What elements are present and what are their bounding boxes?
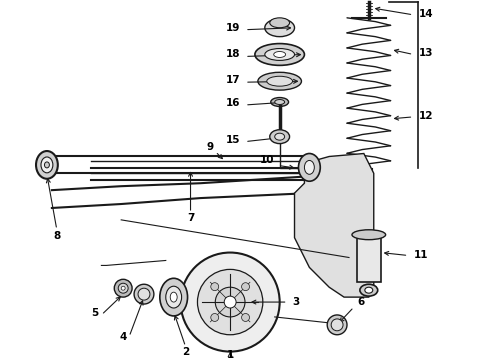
- Ellipse shape: [160, 278, 188, 316]
- Text: 3: 3: [293, 297, 300, 307]
- Ellipse shape: [138, 288, 150, 300]
- Circle shape: [197, 269, 263, 335]
- Text: 16: 16: [225, 98, 240, 108]
- Ellipse shape: [118, 283, 128, 293]
- Text: 10: 10: [260, 156, 274, 166]
- Text: 5: 5: [91, 308, 98, 318]
- Ellipse shape: [45, 162, 49, 168]
- Ellipse shape: [298, 153, 320, 181]
- Ellipse shape: [265, 19, 294, 37]
- Ellipse shape: [36, 151, 58, 179]
- Text: 1: 1: [226, 350, 234, 360]
- Text: 9: 9: [207, 141, 214, 152]
- Text: 17: 17: [225, 75, 240, 85]
- Ellipse shape: [265, 49, 294, 60]
- Ellipse shape: [267, 76, 293, 86]
- Text: 19: 19: [226, 23, 240, 33]
- Circle shape: [224, 296, 236, 308]
- Ellipse shape: [360, 284, 378, 296]
- Text: 11: 11: [414, 249, 428, 260]
- Circle shape: [181, 253, 280, 352]
- Ellipse shape: [255, 44, 304, 66]
- Ellipse shape: [327, 315, 347, 335]
- Text: 8: 8: [53, 231, 60, 241]
- Circle shape: [211, 314, 219, 321]
- Text: 6: 6: [357, 297, 364, 307]
- Text: 12: 12: [418, 111, 433, 121]
- Circle shape: [242, 283, 249, 291]
- Polygon shape: [294, 153, 374, 297]
- Ellipse shape: [134, 284, 154, 304]
- Ellipse shape: [304, 161, 314, 174]
- Text: 2: 2: [182, 347, 189, 357]
- Text: 14: 14: [418, 9, 433, 19]
- Ellipse shape: [166, 286, 182, 308]
- Circle shape: [215, 287, 245, 317]
- Circle shape: [242, 314, 249, 321]
- Ellipse shape: [365, 287, 373, 293]
- Ellipse shape: [121, 286, 125, 290]
- Text: 18: 18: [225, 49, 240, 59]
- Ellipse shape: [41, 157, 53, 173]
- Ellipse shape: [275, 99, 285, 104]
- Ellipse shape: [270, 18, 290, 28]
- Ellipse shape: [170, 292, 177, 302]
- Text: 15: 15: [225, 135, 240, 145]
- Ellipse shape: [271, 98, 289, 107]
- Text: 7: 7: [187, 213, 194, 223]
- Text: 4: 4: [120, 332, 127, 342]
- Bar: [357, 233, 381, 282]
- Ellipse shape: [331, 319, 343, 331]
- Text: 13: 13: [418, 49, 433, 58]
- Ellipse shape: [270, 130, 290, 144]
- Ellipse shape: [258, 72, 301, 90]
- Ellipse shape: [352, 230, 386, 240]
- Ellipse shape: [275, 133, 285, 140]
- Circle shape: [211, 283, 219, 291]
- Ellipse shape: [114, 279, 132, 297]
- Ellipse shape: [274, 51, 286, 58]
